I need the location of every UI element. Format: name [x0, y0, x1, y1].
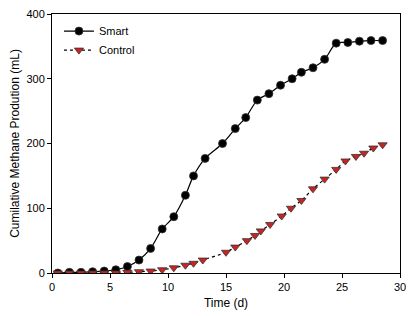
svg-text:15: 15 — [220, 281, 232, 293]
svg-text:20: 20 — [278, 281, 290, 293]
svg-text:Smart: Smart — [99, 25, 128, 37]
svg-text:200: 200 — [26, 137, 44, 149]
svg-text:100: 100 — [26, 202, 44, 214]
svg-text:5: 5 — [107, 281, 113, 293]
svg-text:Cumilative Methane Prodution (: Cumilative Methane Prodution (mL) — [8, 49, 22, 238]
svg-text:Time (d): Time (d) — [204, 296, 248, 310]
svg-text:400: 400 — [26, 8, 44, 20]
svg-text:300: 300 — [26, 73, 44, 85]
svg-text:0: 0 — [49, 281, 55, 293]
svg-text:Control: Control — [99, 44, 134, 56]
svg-text:30: 30 — [394, 281, 406, 293]
svg-text:10: 10 — [162, 281, 174, 293]
svg-text:25: 25 — [336, 281, 348, 293]
svg-text:0: 0 — [39, 267, 45, 279]
